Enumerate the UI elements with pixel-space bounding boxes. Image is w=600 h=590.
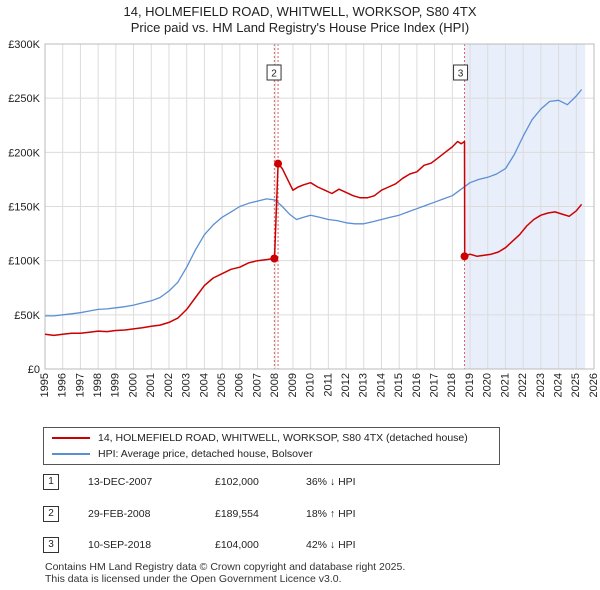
legend-item-property: 14, HOLMEFIELD ROAD, WHITWELL, WORKSOP, … <box>52 430 468 446</box>
legend-item-hpi: HPI: Average price, detached house, Bols… <box>52 446 313 462</box>
y-tick-label: £50K <box>14 310 40 322</box>
series-line-hpi <box>45 89 583 317</box>
x-tick-label: 2003 <box>181 373 193 397</box>
legend-swatch-hpi <box>52 453 90 455</box>
y-tick-label: £150K <box>8 202 40 214</box>
event-label: 2 <box>271 69 277 80</box>
x-tick-label: 2009 <box>287 373 299 397</box>
footer-copyright: Contains HM Land Registry data © Crown c… <box>45 561 406 573</box>
x-tick-label: 1996 <box>57 373 69 397</box>
x-tick-label: 2002 <box>163 373 175 397</box>
x-tick-label: 2007 <box>251 373 263 397</box>
legend-label-property: 14, HOLMEFIELD ROAD, WHITWELL, WORKSOP, … <box>98 432 468 444</box>
event-label: 3 <box>458 69 464 80</box>
sale-point <box>270 254 279 263</box>
x-tick-label: 1998 <box>92 373 104 397</box>
sale-point <box>274 159 283 168</box>
x-tick-label: 1995 <box>39 373 51 397</box>
x-tick-label: 2013 <box>358 373 370 397</box>
x-tick-label: 2008 <box>269 373 281 397</box>
x-tick-label: 2025 <box>570 373 582 397</box>
price-chart: £0 £50K £100K £150K £200K £250K £300K 1995 1996 1… <box>8 39 600 397</box>
transaction-date: 10-SEP-2018 <box>88 539 152 551</box>
x-tick-label: 2020 <box>482 373 494 397</box>
x-tick-label: 2014 <box>375 373 387 397</box>
x-tick-label: 2010 <box>305 373 317 397</box>
x-tick-label: 2019 <box>464 373 476 397</box>
y-tick-label: £100K <box>8 256 40 268</box>
y-tick-label: £250K <box>8 93 40 105</box>
x-tick-label: 2015 <box>393 373 405 397</box>
event-label-box <box>266 64 282 81</box>
series-line-property <box>44 140 583 337</box>
transaction-hpi-delta: 36% ↓ HPI <box>306 476 356 488</box>
legend: 14, HOLMEFIELD ROAD, WHITWELL, WORKSOP, … <box>43 427 500 465</box>
sale-point <box>460 252 469 261</box>
transaction-date: 29-FEB-2008 <box>88 508 151 520</box>
x-tick-label: 2012 <box>340 373 352 397</box>
transaction-marker: 3 <box>43 537 59 553</box>
x-tick-label: 1997 <box>74 373 86 397</box>
legend-label-hpi: HPI: Average price, detached house, Bols… <box>98 448 313 460</box>
event-label-box <box>453 64 469 81</box>
transaction-marker: 2 <box>43 506 59 522</box>
x-tick-label: 2023 <box>535 373 547 397</box>
x-tick-label: 1999 <box>110 373 122 397</box>
footer: Contains HM Land Registry data © Crown c… <box>45 561 405 585</box>
footer-licence: This data is licensed under the Open Gov… <box>45 573 342 585</box>
transaction-marker: 1 <box>43 474 59 490</box>
transaction-price: £189,554 <box>215 508 259 520</box>
x-tick-label: 2001 <box>145 373 157 397</box>
legend-swatch-property <box>52 437 90 439</box>
x-tick-label: 2026 <box>588 373 600 397</box>
transaction-hpi-delta: 42% ↓ HPI <box>306 539 356 551</box>
x-tick-label: 2016 <box>411 373 423 397</box>
x-tick-label: 2011 <box>322 373 334 397</box>
x-tick-label: 2018 <box>446 373 458 397</box>
y-tick-label: £200K <box>8 147 40 159</box>
transaction-price: £104,000 <box>215 539 259 551</box>
y-tick-label: £300K <box>8 39 40 51</box>
x-tick-label: 2005 <box>216 373 228 397</box>
x-tick-label: 2024 <box>552 373 564 397</box>
transaction-hpi-delta: 18% ↑ HPI <box>306 508 356 520</box>
x-tick-label: 2006 <box>234 373 246 397</box>
chart-title: 14, HOLMEFIELD ROAD, WHITWELL, WORKSOP, … <box>123 4 477 19</box>
x-tick-label: 2004 <box>198 373 210 397</box>
x-tick-label: 2017 <box>429 373 441 397</box>
x-tick-label: 2021 <box>499 373 511 397</box>
chart-subtitle: Price paid vs. HM Land Registry's House … <box>130 20 470 35</box>
plot-frame <box>44 43 595 370</box>
transaction-date: 13-DEC-2007 <box>88 476 153 488</box>
y-tick-label: £0 <box>28 364 40 376</box>
transaction-price: £102,000 <box>215 476 259 488</box>
x-tick-label: 2000 <box>127 373 139 397</box>
x-tick-label: 2022 <box>517 373 529 397</box>
